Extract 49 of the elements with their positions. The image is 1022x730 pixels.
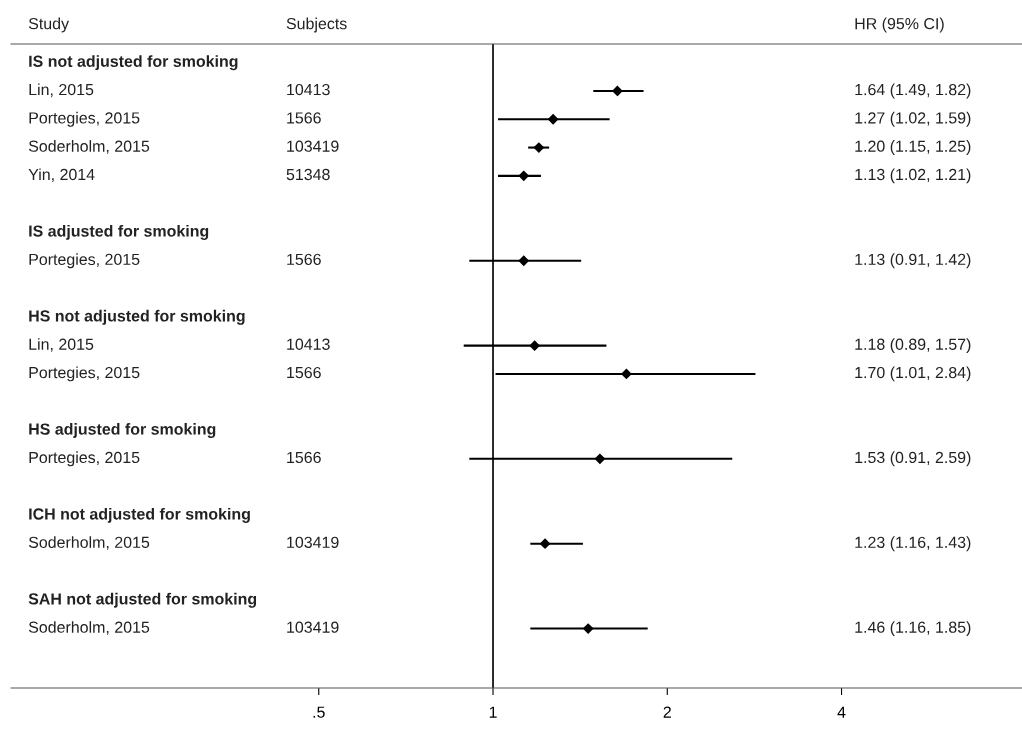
annotation: 1.23 (1.16, 1.43): [855, 536, 971, 552]
annotation: 1.64 (1.49, 1.82): [855, 83, 971, 99]
annotation: 1.18 (0.89, 1.57): [855, 338, 971, 354]
point: [621, 368, 632, 380]
annotation: 103419: [287, 621, 339, 633]
annotation: 10413: [287, 338, 330, 350]
y-tick-label: Lin, 2015: [29, 83, 94, 98]
y-tick-label: Portegies, 2015: [29, 451, 140, 467]
text: Subjects: [286, 17, 347, 33]
y-tick-label: HS adjusted for smoking: [29, 423, 216, 438]
y2-axis-title: HR (95% CI): [855, 17, 944, 33]
y-tick-label: Soderholm, 2015: [28, 536, 150, 550]
x-tick-label: .5: [313, 706, 325, 718]
y-tick-label: Portegies, 2015: [29, 366, 140, 382]
point: [539, 538, 551, 549]
y-axis-title: Study: [28, 17, 69, 33]
annotation: 1.13 (1.02, 1.21): [855, 168, 971, 184]
annotation: 1.53 (0.91, 2.59): [855, 451, 971, 467]
annotation: 1.13 (0.91, 1.42): [855, 253, 971, 269]
annotation: 1.70 (1.01, 2.84): [855, 366, 971, 382]
x-tick-label: 1: [489, 706, 497, 718]
y-tick-label: HS not adjusted for smoking: [29, 309, 245, 325]
point: [533, 142, 544, 153]
y-tick-label: Yin, 2014: [28, 168, 95, 183]
annotation: 1.27 (1.02, 1.59): [855, 111, 971, 127]
y-tick-label: ICH not adjusted for smoking: [29, 507, 250, 523]
y-tick-label: IS adjusted for smoking: [29, 224, 209, 240]
y-tick-label: SAH not adjusted for smoking: [28, 592, 257, 608]
y-tick-label: Portegies, 2015: [29, 111, 140, 127]
annotation: 1.20 (1.15, 1.25): [855, 140, 971, 155]
x-tick-label: 2: [663, 706, 671, 718]
y-tick-label: IS not adjusted for smoking: [29, 55, 238, 71]
y-tick-label: Portegies, 2015: [29, 253, 140, 269]
annotation: 1566: [287, 366, 321, 379]
annotation: 103419: [287, 140, 339, 152]
annotation: 1566: [287, 253, 321, 266]
point: [547, 114, 559, 125]
annotation: 51348: [286, 168, 330, 181]
y-tick-label: Lin, 2015: [29, 338, 94, 352]
point: [529, 340, 540, 351]
annotation: 1.46 (1.16, 1.85): [855, 621, 971, 637]
x-tick-label: 4: [837, 706, 846, 718]
y-tick-label: Soderholm, 2015: [28, 140, 150, 154]
annotation: 10413: [287, 83, 330, 96]
annotation: 1566: [287, 112, 321, 124]
annotation: 1566: [287, 451, 321, 464]
annotation: 103419: [287, 536, 339, 548]
y-tick-label: Soderholm, 2015: [28, 621, 150, 635]
point: [612, 85, 623, 97]
